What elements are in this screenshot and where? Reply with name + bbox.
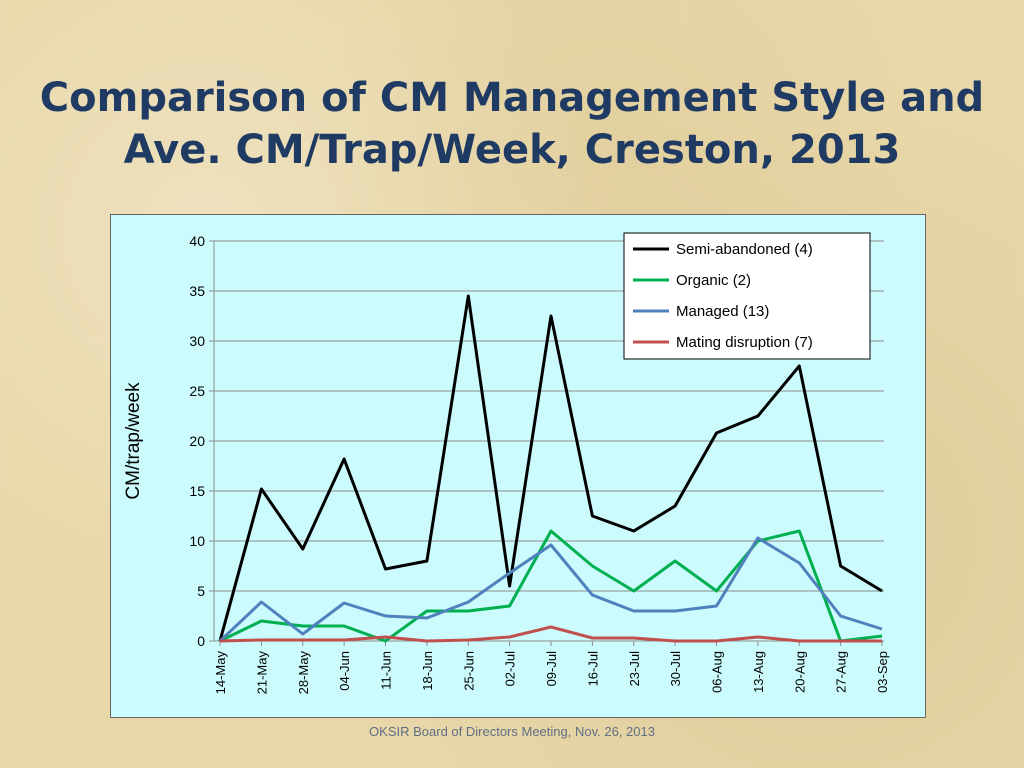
y-tick-label: 35 bbox=[189, 283, 205, 299]
x-tick-label: 28-May bbox=[296, 651, 311, 695]
x-tick-label: 09-Jul bbox=[544, 651, 559, 687]
x-tick-label: 11-Jun bbox=[379, 651, 394, 690]
legend-label-1: Organic (2) bbox=[676, 272, 751, 289]
y-tick-label: 15 bbox=[189, 483, 205, 499]
series-line-3 bbox=[219, 625, 882, 643]
y-tick-label: 10 bbox=[189, 533, 205, 549]
x-tick-label: 04-Jun bbox=[337, 651, 352, 691]
x-tick-label: 06-Aug bbox=[710, 651, 725, 693]
x-tick-label: 21-May bbox=[254, 651, 269, 695]
y-tick-label: 25 bbox=[189, 383, 205, 399]
legend-label-0: Semi-abandoned (4) bbox=[676, 241, 813, 258]
x-tick-label: 18-Jun bbox=[420, 651, 435, 691]
x-tick-label: 13-Aug bbox=[751, 651, 766, 693]
series-line-1 bbox=[219, 529, 883, 643]
slide-footer: OKSIR Board of Directors Meeting, Nov. 2… bbox=[369, 724, 655, 739]
x-tick-label: 16-Jul bbox=[585, 651, 600, 687]
x-tick-label: 23-Jul bbox=[627, 651, 642, 687]
y-axis-label: CM/trap/week bbox=[123, 382, 144, 500]
legend-label-2: Managed (13) bbox=[676, 303, 769, 320]
legend-label-3: Mating disruption (7) bbox=[676, 334, 813, 351]
x-tick-label: 14-May bbox=[213, 651, 228, 695]
y-tick-label: 30 bbox=[189, 333, 205, 349]
legend-box bbox=[623, 232, 871, 360]
x-tick-label: 20-Aug bbox=[792, 651, 807, 693]
series-line-0 bbox=[218, 294, 883, 642]
x-tick-label: 25-Jun bbox=[461, 651, 476, 691]
x-tick-label: 03-Sep bbox=[875, 651, 890, 693]
slide-title-line-1: Comparison of CM Management Style and bbox=[39, 75, 985, 121]
y-tick-label: 40 bbox=[189, 233, 205, 249]
line-chart: 0 5 10 15 20 25 30 35 40 14-May 21-May 28-May 04-Jun… bbox=[123, 232, 890, 695]
y-tick-label: 20 bbox=[189, 433, 205, 449]
y-tick-label: 0 bbox=[197, 633, 205, 649]
chart-area: 0 5 10 15 20 25 30 35 40 14-May 21-May 28-May 04-Jun… bbox=[110, 214, 926, 718]
x-tick-label: 30-Jul bbox=[668, 651, 683, 687]
x-tick-label: 02-Jul bbox=[503, 651, 518, 687]
slide-title: Comparison of CM Management Style and Av… bbox=[0, 72, 1024, 176]
series-line-2 bbox=[218, 536, 883, 643]
x-tick-label: 27-Aug bbox=[834, 651, 849, 693]
slide-title-line-2: Ave. CM/Trap/Week, Creston, 2013 bbox=[123, 127, 901, 173]
y-tick-label: 5 bbox=[197, 583, 205, 599]
